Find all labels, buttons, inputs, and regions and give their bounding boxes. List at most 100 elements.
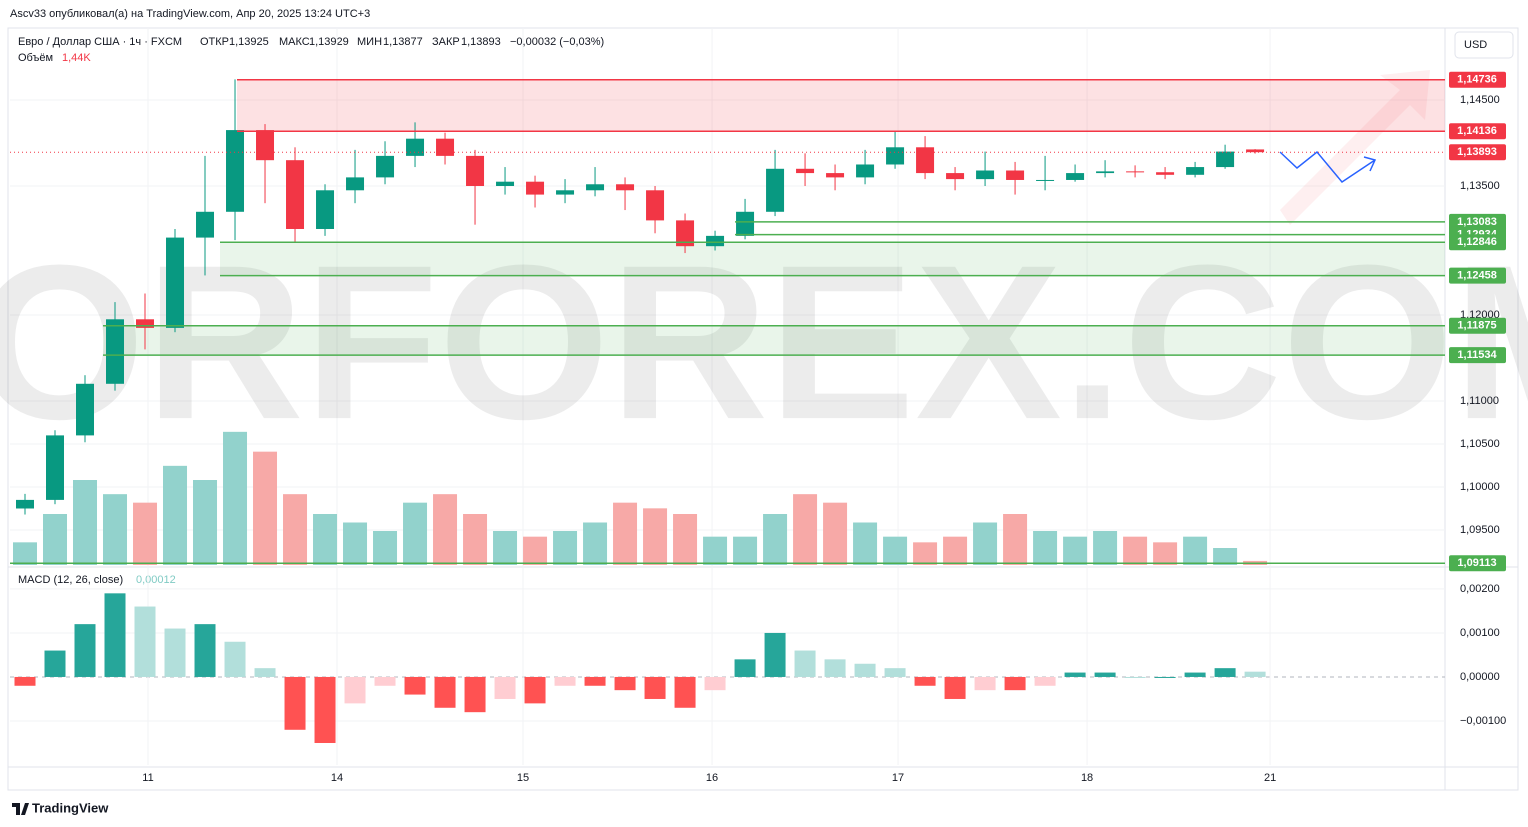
volume-bar [1123,536,1148,565]
level-label-box [1449,347,1506,364]
volume-bar [433,494,458,565]
low-label: МИН [357,36,382,48]
macd-bar [194,624,216,677]
candle-body [886,147,905,165]
macd-bar [404,676,426,695]
level-label: 1,13083 [1457,216,1497,228]
macd-bar [1214,668,1236,677]
volume-bar [853,522,878,565]
volume-bar [643,508,668,565]
footer-brand: TradingView [32,800,109,815]
candle-body [1036,179,1055,181]
level-label: 1,13893 [1457,146,1497,158]
candle-body [796,168,815,174]
candle-body [406,138,425,156]
volume-bar [1003,514,1028,565]
candle-body [646,190,665,221]
high-value: 1,13929 [309,36,349,48]
volume-bar [673,514,698,565]
volume-bar [553,531,578,565]
macd-bar [104,593,126,677]
macd-bar [1154,676,1176,678]
candle-body [376,155,395,178]
symbol: Евро / Доллар США · 1ч · FXCM [18,36,182,48]
y-tick-label: 1,09500 [1460,524,1500,536]
candle-body [766,168,785,212]
volume-bar [283,494,308,565]
candle-body [676,220,695,247]
macd-bar [854,663,876,677]
volume-bar [1153,542,1178,565]
volume-bar [1093,531,1118,565]
volume-bar [1033,531,1058,565]
macd-bar [434,676,456,708]
level-label-box [1449,71,1506,88]
macd-bar [1004,676,1026,691]
macd-bar [344,676,366,704]
candle-body [46,435,65,500]
macd-bar [1244,671,1266,677]
candle-body [526,181,545,195]
x-tick-label: 14 [331,772,343,784]
volume-bar [133,502,158,565]
volume-legend-value: 1,44K [62,52,91,64]
volume-bar [163,465,188,565]
candle-body [1156,172,1175,175]
macd-legend: MACD (12, 26, close) [18,574,123,586]
open-label: ОТКР [200,36,229,48]
candle-body [166,237,185,328]
open-value: 1,13925 [229,36,269,48]
change: −0,00032 (−0,03%) [510,36,604,48]
y-tick-label: 1,11000 [1460,395,1499,407]
macd-tick-label: 0,00200 [1460,583,1500,595]
currency-button[interactable] [1454,31,1514,59]
volume-bar [943,536,968,565]
volume-bar [733,536,758,565]
y-tick-label: 1,10000 [1460,481,1500,493]
candle-body [1216,151,1235,168]
x-tick-label: 11 [142,772,153,784]
level-label: 1,14136 [1457,125,1497,137]
candle-body [16,499,35,509]
candle-body [136,319,155,328]
close-value: 1,13893 [461,36,501,48]
volume-bar [223,431,248,565]
level-label: 1,11875 [1457,320,1496,332]
zone [220,242,1445,276]
volume-bar [343,522,368,565]
candle-body [226,130,245,212]
macd-tick-label: 0,00000 [1460,671,1500,683]
macd-bar [764,632,786,677]
forecast-arrowhead [1363,156,1377,172]
low-value: 1,13877 [383,36,423,48]
volume-bar [763,514,788,565]
macd-bar [974,676,996,691]
candle-body [616,184,635,191]
candle-body [1246,149,1265,153]
volume-bar [703,536,728,565]
level-label: 1,14736 [1457,74,1497,86]
macd-bar [1184,672,1206,677]
volume-bar [73,480,98,565]
x-tick-label: 16 [706,772,718,784]
level-label-box [1449,267,1506,284]
volume-bar [193,480,218,565]
macd-bar [374,676,396,686]
candle-body [346,177,365,191]
high-label: МАКС [279,36,310,48]
level-label-box [1449,555,1506,572]
volume-bar [583,522,608,565]
volume-bar [973,522,998,565]
volume-bar [913,542,938,565]
candle-body [946,173,965,180]
x-tick-label: 18 [1081,772,1093,784]
macd-bar [584,676,606,686]
macd-tick-label: 0,00100 [1460,627,1500,639]
candle-body [466,155,485,186]
volume-bar [253,451,278,565]
macd-bar [134,606,156,677]
level-label-box [1449,234,1506,251]
level-label-box [1449,317,1506,334]
macd-bar [224,641,246,677]
